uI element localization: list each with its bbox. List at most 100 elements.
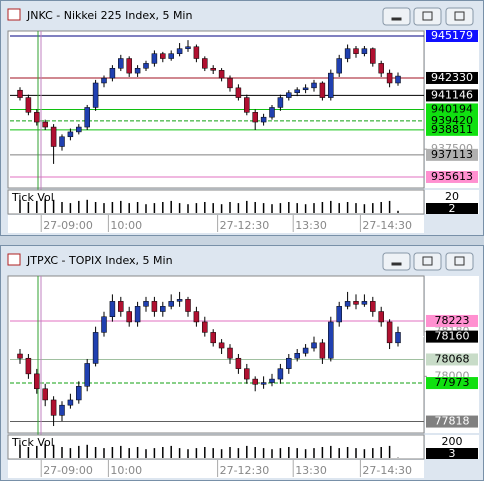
candle-body (218, 70, 225, 79)
level-label-box (426, 103, 478, 116)
candle-body (126, 311, 132, 323)
time-label: 27-09:00 (43, 464, 93, 477)
candle-body (160, 53, 166, 59)
candle-body (193, 311, 200, 323)
candle-body (353, 48, 359, 54)
candle-body (328, 321, 334, 359)
level-label-box (426, 415, 478, 428)
time-label: 27-14:30 (362, 219, 412, 232)
window-title: JNKC - Nikkei 225 Index, 5 Min (26, 9, 192, 22)
candle-body (395, 332, 401, 344)
candle-body (143, 301, 149, 307)
candle-body (151, 53, 158, 64)
candle-body (168, 53, 174, 59)
candle-body (109, 301, 116, 317)
candle-body (361, 301, 368, 305)
candle-body (311, 82, 317, 89)
candle-body (336, 58, 342, 74)
level-label: 940194 (431, 102, 473, 115)
candle-body (185, 299, 191, 312)
minimize-button[interactable] (382, 7, 411, 26)
candle-body (101, 77, 107, 84)
level-label: 77818 (435, 415, 470, 428)
restore-button[interactable] (413, 252, 442, 271)
candle-body (160, 306, 166, 312)
level-label: 942330 (431, 71, 473, 84)
candle-body (126, 58, 132, 74)
level-label: 937113 (431, 148, 473, 161)
candle-body (67, 399, 74, 406)
candle-body (210, 332, 216, 344)
candle-body (353, 301, 359, 305)
volume-tick-label: 200 (442, 435, 463, 448)
candle-body (386, 321, 393, 344)
level-label: 78160 (435, 330, 470, 343)
candle-body (84, 363, 90, 387)
button-glyph (391, 262, 402, 266)
candle-body (34, 373, 40, 390)
candle-body (34, 112, 40, 123)
candle-body (25, 357, 32, 375)
level-label: 938811 (431, 123, 473, 136)
time-axis (8, 460, 424, 478)
button-glyph (422, 11, 433, 21)
candle-body (344, 48, 351, 59)
candle-body (84, 107, 90, 128)
candle-body (302, 347, 309, 354)
level-label-box (426, 123, 478, 136)
candle-body (185, 46, 191, 49)
candle-body (235, 357, 242, 369)
candle-body (294, 353, 300, 359)
candle-body (92, 332, 99, 364)
candle-body (76, 386, 82, 401)
close-button[interactable] (445, 252, 474, 271)
button-glyph (422, 256, 433, 266)
candle-body (319, 342, 326, 359)
candle-body (193, 46, 200, 59)
level-label-box (426, 29, 478, 42)
candle-body (50, 126, 57, 147)
time-label: 13:30 (295, 464, 327, 477)
button-glyph (454, 256, 465, 266)
candle-body (143, 63, 149, 69)
candle-body (395, 75, 401, 84)
level-label: 78223 (435, 314, 470, 327)
candle-body (336, 306, 342, 323)
candle-body (269, 107, 275, 118)
candle-body (361, 48, 368, 54)
volume-label: Tick Vol (11, 436, 54, 449)
candle-body (42, 388, 48, 401)
candle-body (17, 89, 23, 98)
time-axis (8, 215, 424, 233)
button-glyph (454, 11, 465, 21)
candle-body (134, 68, 141, 74)
candle-body (176, 299, 183, 302)
level-label: 935613 (431, 170, 473, 183)
level-label: 945179 (431, 29, 473, 42)
candle-body (42, 121, 48, 128)
time-label: 10:00 (110, 464, 142, 477)
level-label-box (426, 314, 478, 327)
plot-area (7, 275, 425, 434)
volume-panel (7, 434, 425, 460)
level-label-box (426, 170, 478, 183)
candle-body (59, 136, 65, 147)
level-label-box (426, 330, 478, 343)
minimize-button[interactable] (382, 252, 411, 271)
time-label: 27-12:30 (220, 464, 270, 477)
candle-body (277, 97, 284, 108)
candle-body (260, 382, 267, 385)
candle-body (227, 347, 233, 359)
candle-body (118, 301, 124, 312)
restore-button[interactable] (413, 7, 442, 26)
candle-body (134, 306, 141, 323)
candle-body (344, 301, 351, 307)
close-button[interactable] (445, 7, 474, 26)
candle-body (25, 97, 32, 113)
volume-value-box (426, 203, 478, 214)
candle-body (92, 82, 99, 108)
candle-body (328, 72, 334, 98)
level-label-box (426, 71, 478, 84)
